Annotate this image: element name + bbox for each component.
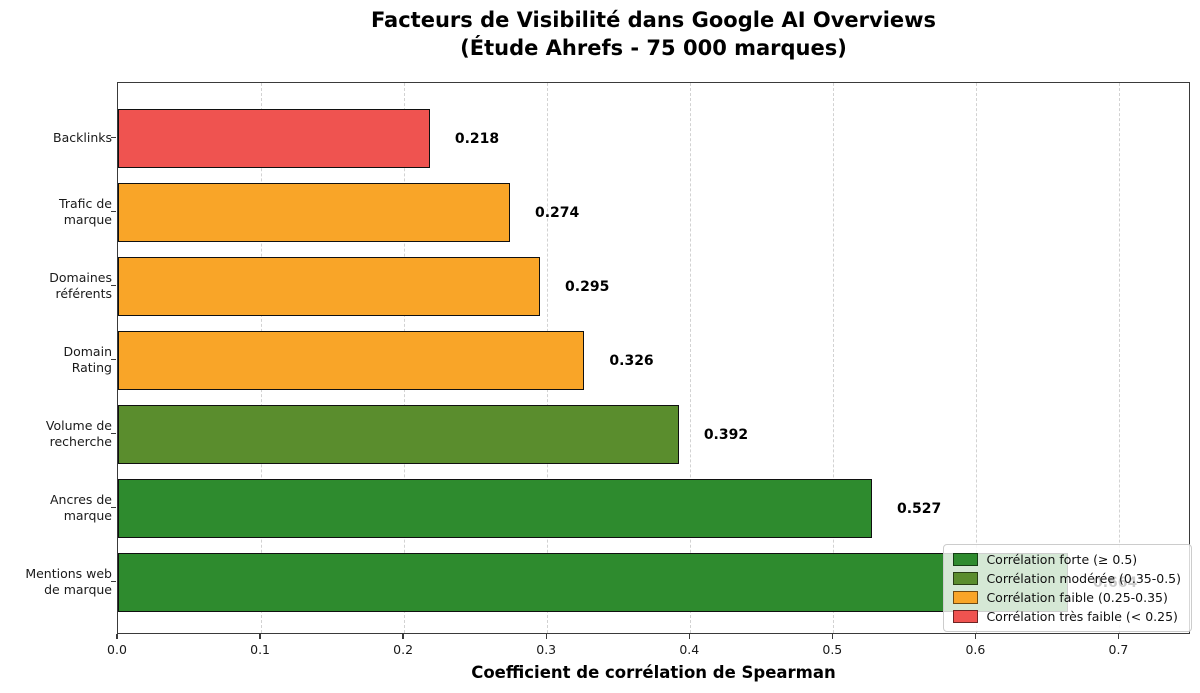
x-axis-tick-label: 0.2 xyxy=(393,642,414,657)
y-axis-category-label: Domain Rating xyxy=(63,343,112,375)
gridline xyxy=(833,83,835,633)
y-axis-tick xyxy=(111,580,116,583)
legend-color-swatch-icon xyxy=(953,553,979,566)
bar-domaines-r-f-rents xyxy=(118,257,541,316)
legend-color-swatch-icon xyxy=(953,591,979,604)
bar-trafic-de-marque xyxy=(118,183,510,242)
bar-value-label: 0.527 xyxy=(896,500,942,517)
x-axis-tick-label: 0.5 xyxy=(822,642,843,657)
y-axis-category-label: Backlinks xyxy=(53,129,112,145)
y-axis-category-label: Volume de recherche xyxy=(45,417,112,449)
x-axis-tick xyxy=(688,634,690,639)
x-axis-tick xyxy=(259,634,261,639)
x-axis-tick xyxy=(402,634,404,639)
plot-area: 0.2180.2740.2950.3260.3920.5270.664Corré… xyxy=(117,82,1192,634)
bar-value-label: 0.274 xyxy=(535,204,580,221)
legend-item: Corrélation faible (0.25-0.35) xyxy=(953,590,1181,605)
x-axis-tick-label: 0.0 xyxy=(107,642,127,657)
bar-ancres-de-marque xyxy=(118,479,872,538)
gridline xyxy=(690,83,692,633)
legend-item-label: Corrélation modérée (0.35-0.5) xyxy=(986,571,1181,586)
gridline xyxy=(1119,83,1121,633)
x-axis-tick xyxy=(831,634,834,639)
legend-item: Corrélation forte (≥ 0.5) xyxy=(953,552,1181,567)
x-axis-tick xyxy=(1117,634,1120,639)
y-axis-category-label: Domaines référents xyxy=(49,269,112,301)
bar-volume-de-recherche xyxy=(118,405,679,464)
y-axis-category-label: Ancres de marque xyxy=(49,491,112,523)
legend-item-label: Corrélation forte (≥ 0.5) xyxy=(986,552,1138,567)
chart-title: Facteurs de Visibilité dans Google AI Ov… xyxy=(117,6,1190,62)
x-axis-tick xyxy=(116,634,118,639)
x-axis-tick-label: 0.6 xyxy=(965,642,986,657)
bar-value-label: 0.295 xyxy=(565,278,610,295)
x-axis-label: Coefficient de corrélation de Spearman xyxy=(471,663,836,682)
x-axis-tick xyxy=(974,634,977,639)
gridline xyxy=(976,83,978,633)
legend-item: Corrélation modérée (0.35-0.5) xyxy=(953,571,1181,586)
y-axis-tick xyxy=(111,432,116,435)
y-axis-category-label: Mentions web de marque xyxy=(25,565,112,597)
chart-title-line1: Facteurs de Visibilité dans Google AI Ov… xyxy=(370,8,937,32)
x-axis-tick xyxy=(545,634,547,639)
legend: Corrélation forte (≥ 0.5) Corrélation mod… xyxy=(943,544,1192,632)
bar-domain-rating xyxy=(118,331,585,390)
y-axis-category-label: Trafic de marque xyxy=(59,195,112,227)
x-axis-tick-label: 0.7 xyxy=(1108,642,1129,657)
y-axis-tick xyxy=(111,284,116,287)
x-axis-tick-label: 0.3 xyxy=(536,642,557,657)
x-axis-tick-label: 0.4 xyxy=(679,642,700,657)
legend-color-swatch-icon xyxy=(953,610,979,623)
legend-color-swatch-icon xyxy=(953,572,979,585)
y-axis-tick xyxy=(111,210,116,213)
x-axis-tick-label: 0.1 xyxy=(250,642,271,657)
bar-value-label: 0.326 xyxy=(609,352,654,369)
y-axis-tick xyxy=(111,506,116,509)
chart-title-line2: (Étude Ahrefs - 75 000 marques) xyxy=(460,36,847,60)
y-axis-tick xyxy=(111,136,116,139)
bar-value-label: 0.218 xyxy=(454,130,500,147)
bar-value-label: 0.392 xyxy=(703,426,749,443)
legend-item-label: Corrélation très faible (< 0.25) xyxy=(986,609,1178,624)
y-axis-tick xyxy=(111,358,116,361)
bar-backlinks xyxy=(118,109,430,168)
legend-item-label: Corrélation faible (0.25-0.35) xyxy=(986,590,1168,605)
bar-mentions-web-de-marque xyxy=(118,553,1068,612)
legend-item: Corrélation très faible (< 0.25) xyxy=(953,609,1181,624)
